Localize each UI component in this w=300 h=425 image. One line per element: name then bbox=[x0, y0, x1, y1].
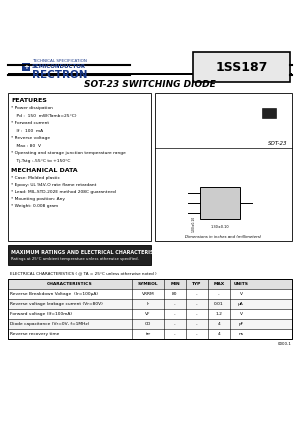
Text: CD: CD bbox=[145, 322, 151, 326]
Text: Reverse voltage leakage current (Vr=80V): Reverse voltage leakage current (Vr=80V) bbox=[10, 302, 103, 306]
Bar bbox=[8, 289, 292, 299]
Bar bbox=[193, 52, 290, 82]
Bar bbox=[8, 279, 292, 289]
Text: 1.2: 1.2 bbox=[216, 312, 222, 316]
Text: SOT-23 SWITCHING DIODE: SOT-23 SWITCHING DIODE bbox=[84, 79, 216, 88]
Text: 0.01: 0.01 bbox=[214, 302, 224, 306]
Bar bbox=[262, 108, 276, 118]
Text: SOT-23: SOT-23 bbox=[268, 141, 287, 145]
Text: * Reverse voltage: * Reverse voltage bbox=[11, 136, 50, 140]
Text: 0000-1: 0000-1 bbox=[278, 342, 292, 346]
Text: * Case: Molded plastic: * Case: Molded plastic bbox=[11, 176, 60, 180]
Text: VF: VF bbox=[145, 312, 151, 316]
Text: -: - bbox=[196, 312, 198, 316]
Text: 1.00±0.10: 1.00±0.10 bbox=[192, 216, 196, 232]
Text: pF: pF bbox=[238, 322, 244, 326]
Bar bbox=[8, 319, 292, 329]
Text: -: - bbox=[174, 332, 176, 336]
Text: -: - bbox=[218, 292, 220, 296]
Text: CHARACTERISTICS: CHARACTERISTICS bbox=[47, 282, 93, 286]
Text: TYP: TYP bbox=[192, 282, 202, 286]
Bar bbox=[155, 93, 292, 241]
Text: Dimensions in inches and (millimeters): Dimensions in inches and (millimeters) bbox=[185, 235, 261, 239]
Text: MAX: MAX bbox=[213, 282, 225, 286]
Text: SYMBOL: SYMBOL bbox=[138, 282, 158, 286]
Text: Pd :  150  mW(Tamb=25°C): Pd : 150 mW(Tamb=25°C) bbox=[11, 113, 76, 117]
Text: -: - bbox=[196, 322, 198, 326]
Text: UNITS: UNITS bbox=[233, 282, 248, 286]
Text: * Operating and storage junction temperature range: * Operating and storage junction tempera… bbox=[11, 151, 126, 155]
Text: Tj,Tstg :-55°C to +150°C: Tj,Tstg :-55°C to +150°C bbox=[11, 159, 70, 162]
Text: Reverse Breakdown Voltage  (Ir=100μA): Reverse Breakdown Voltage (Ir=100μA) bbox=[10, 292, 98, 296]
Text: TECHNICAL SPECIFICATION: TECHNICAL SPECIFICATION bbox=[32, 59, 87, 63]
Bar bbox=[8, 245, 151, 265]
Bar bbox=[8, 73, 292, 75]
Text: Ir: Ir bbox=[146, 302, 149, 306]
Text: ELECTRICAL CHARACTERISTICS ( @ TA = 25°C unless otherwise noted ): ELECTRICAL CHARACTERISTICS ( @ TA = 25°C… bbox=[10, 271, 157, 275]
Text: RECTRON: RECTRON bbox=[32, 70, 88, 80]
Text: μA: μA bbox=[238, 302, 244, 306]
Text: Reverse recovery time: Reverse recovery time bbox=[10, 332, 59, 336]
Text: If :  100  mA: If : 100 mA bbox=[11, 128, 43, 133]
Text: 1SS187: 1SS187 bbox=[215, 60, 268, 74]
Text: * Lead: MIL-STD-202E method 208C guaranteed: * Lead: MIL-STD-202E method 208C guarant… bbox=[11, 190, 116, 194]
Text: 80: 80 bbox=[172, 292, 178, 296]
Bar bbox=[200, 187, 240, 219]
Text: * Mounting position: Any: * Mounting position: Any bbox=[11, 197, 65, 201]
Text: V: V bbox=[239, 292, 242, 296]
Text: Ratings at 25°C ambient temperature unless otherwise specified.: Ratings at 25°C ambient temperature unle… bbox=[11, 257, 139, 261]
Text: MAXIMUM RATINGS AND ELECTRICAL CHARACTERISTICS: MAXIMUM RATINGS AND ELECTRICAL CHARACTER… bbox=[11, 249, 166, 255]
Text: SEMICONDUCTOR: SEMICONDUCTOR bbox=[32, 64, 86, 69]
Text: FEATURES: FEATURES bbox=[11, 97, 47, 102]
Text: Max : 80  V: Max : 80 V bbox=[11, 144, 41, 147]
Text: ns: ns bbox=[238, 332, 244, 336]
Text: -: - bbox=[174, 322, 176, 326]
Text: * Power dissipation: * Power dissipation bbox=[11, 106, 53, 110]
Text: * Epoxy: UL 94V-O rate flame retardant: * Epoxy: UL 94V-O rate flame retardant bbox=[11, 183, 96, 187]
Text: Forward voltage (If=100mA): Forward voltage (If=100mA) bbox=[10, 312, 72, 316]
Text: 4: 4 bbox=[218, 332, 220, 336]
Bar bbox=[8, 279, 292, 339]
Text: * Weight: 0.008 gram: * Weight: 0.008 gram bbox=[11, 204, 58, 208]
Text: -: - bbox=[196, 292, 198, 296]
Text: MECHANICAL DATA: MECHANICAL DATA bbox=[11, 167, 78, 173]
Text: V: V bbox=[239, 312, 242, 316]
Bar bbox=[8, 299, 292, 309]
Bar bbox=[8, 309, 292, 319]
Text: +: + bbox=[23, 64, 29, 70]
Text: VRRM: VRRM bbox=[142, 292, 154, 296]
Text: trr: trr bbox=[146, 332, 151, 336]
Text: * Forward current: * Forward current bbox=[11, 121, 49, 125]
Text: MIN: MIN bbox=[170, 282, 180, 286]
Text: 4: 4 bbox=[218, 322, 220, 326]
Bar bbox=[8, 93, 151, 241]
Text: -: - bbox=[174, 302, 176, 306]
Text: -: - bbox=[196, 302, 198, 306]
Text: Diode capacitance (Vr=0V, f=1MHz): Diode capacitance (Vr=0V, f=1MHz) bbox=[10, 322, 89, 326]
Text: 1.30±0.10: 1.30±0.10 bbox=[211, 225, 229, 229]
Text: -: - bbox=[196, 332, 198, 336]
Text: -: - bbox=[174, 312, 176, 316]
Bar bbox=[8, 329, 292, 339]
Bar bbox=[22, 63, 30, 71]
